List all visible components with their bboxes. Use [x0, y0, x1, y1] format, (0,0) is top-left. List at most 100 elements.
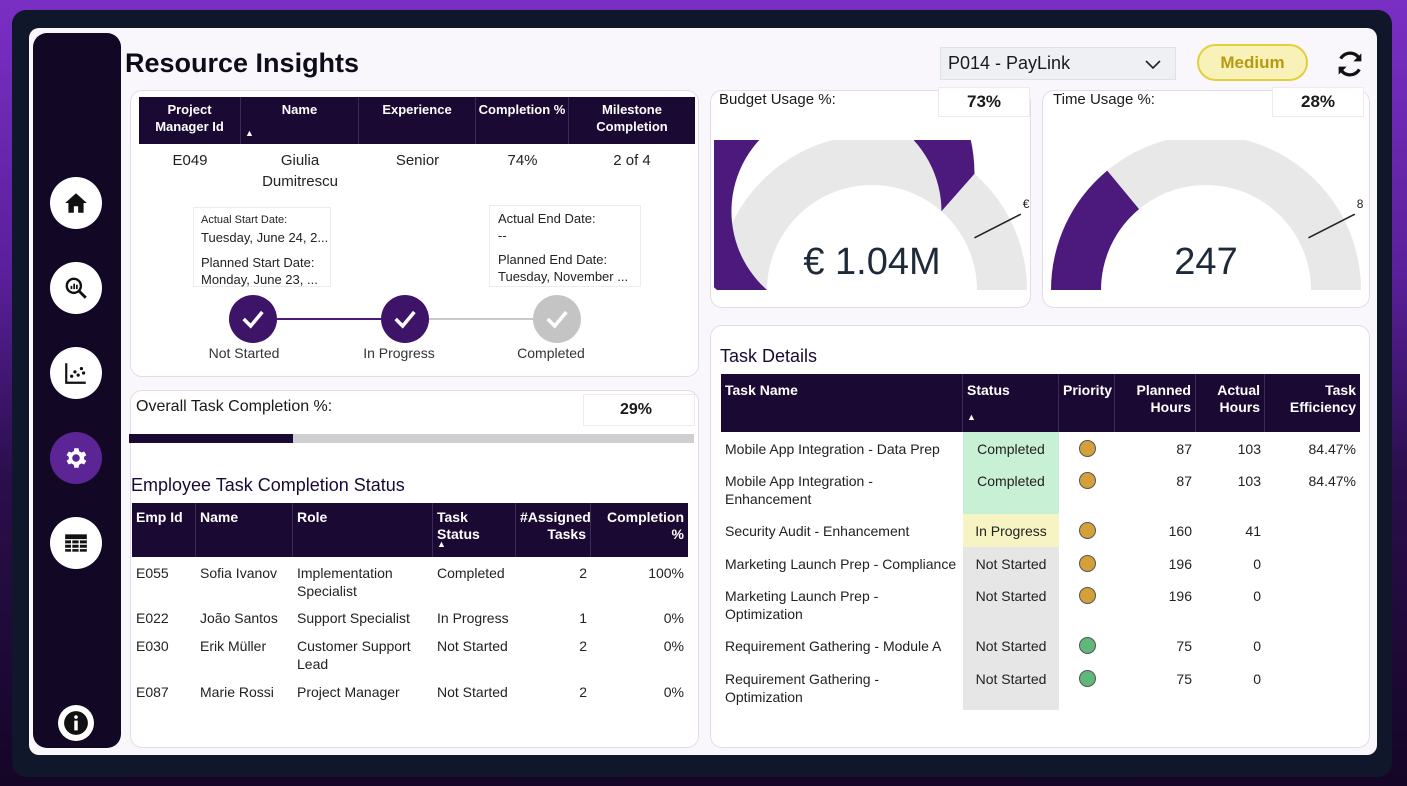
time-usage-percent: 28%	[1272, 87, 1364, 117]
task-cell-actual: 103	[1237, 473, 1261, 489]
task-cell-efficiency	[1265, 629, 1360, 662]
pm-cell-experience: Senior	[395, 152, 440, 169]
emp-header-status[interactable]: Task Status ▲	[433, 503, 516, 557]
priority-badge: Medium	[1197, 44, 1308, 81]
table-row[interactable]: E055 Sofia Ivanov Implementation Specialis…	[132, 557, 688, 602]
table-icon	[65, 534, 87, 552]
priority-indicator-icon	[1079, 587, 1096, 604]
task-header-priority[interactable]: Priority	[1059, 374, 1115, 432]
pm-header-experience[interactable]: Experience	[359, 97, 476, 144]
emp-cell-name: Marie Rossi	[200, 684, 274, 700]
emp-header-id[interactable]: Emp Id	[132, 503, 196, 557]
task-cell-actual: 0	[1253, 588, 1261, 604]
task-completion-card	[130, 390, 699, 748]
nav-search-button[interactable]	[50, 262, 102, 314]
emp-header-name[interactable]: Name	[196, 503, 293, 557]
planned-start-value: Monday, June 23, ...	[201, 272, 318, 287]
task-cell-efficiency: 84.47%	[1308, 441, 1356, 457]
budget-gauge-value: € 1.04M	[803, 241, 940, 283]
emp-cell-status: Completed	[437, 565, 505, 581]
nav-home-button[interactable]	[50, 177, 102, 229]
table-row[interactable]: Requirement Gathering - Optimization Not …	[721, 662, 1360, 710]
task-cell-actual: 41	[1245, 523, 1261, 539]
task-header-efficiency[interactable]: Task Efficiency	[1289, 382, 1356, 415]
task-cell-actual: 0	[1253, 671, 1261, 687]
info-icon	[64, 711, 88, 735]
overall-completion-value: 29%	[583, 394, 695, 426]
pm-header-completion[interactable]: Completion %	[476, 97, 569, 144]
task-header-name[interactable]: Task Name	[721, 374, 963, 432]
project-manager-table: Project Manager Id Name ▲ Experience Comp…	[139, 97, 695, 192]
table-row[interactable]: E022 João Santos Support Specialist In Prog…	[132, 602, 688, 630]
task-cell-planned: 75	[1176, 671, 1192, 687]
pm-cell-id: E049	[172, 152, 208, 169]
budget-usage-percent: 73%	[938, 87, 1030, 117]
emp-cell-role: Implementation Specialist	[297, 565, 393, 599]
emp-cell-id: E030	[136, 638, 169, 654]
priority-indicator-icon	[1079, 670, 1096, 687]
task-cell-name: Requirement Gathering - Module A	[725, 638, 942, 654]
task-cell-planned: 196	[1168, 588, 1192, 604]
task-cell-status: Not Started	[963, 629, 1059, 662]
emp-cell-completion: 0%	[663, 684, 684, 700]
task-cell-priority	[1059, 432, 1115, 464]
milestone-connector	[429, 318, 533, 320]
scatter-chart-icon	[65, 363, 86, 384]
table-row[interactable]: Mobile App Integration - Enhancement Comp…	[721, 464, 1360, 514]
task-table-body: Mobile App Integration - Data Prep Comple…	[721, 432, 1360, 710]
table-row[interactable]: E030 Erik Müller Customer Support Lead Not …	[132, 630, 688, 676]
end-dates-box: Actual End Date: -- Planned End Date: Tu…	[489, 205, 641, 287]
task-table-header: Task Name Status ▲ Priority Planned Hours…	[721, 374, 1360, 432]
table-row[interactable]: E087 Marie Rossi Project Manager Not Starte…	[132, 676, 688, 704]
task-cell-status: Completed	[963, 464, 1059, 514]
table-row[interactable]: Marketing Launch Prep - Compliance Not St…	[721, 547, 1360, 579]
sort-ascending-icon: ▲	[437, 539, 446, 549]
table-row[interactable]: Marketing Launch Prep - Optimization Not …	[721, 579, 1360, 629]
emp-header-role[interactable]: Role	[293, 503, 433, 557]
search-analytics-icon	[65, 277, 87, 299]
table-row[interactable]: Mobile App Integration - Data Prep Comple…	[721, 432, 1360, 464]
employee-table-body: E055 Sofia Ivanov Implementation Specialis…	[132, 557, 688, 704]
sort-ascending-icon: ▲	[967, 412, 976, 422]
info-button[interactable]	[58, 705, 94, 741]
task-section-title: Task Details	[720, 346, 818, 366]
task-header-planned[interactable]: Planned Hours	[1115, 374, 1196, 432]
nav-table-button[interactable]	[50, 517, 102, 569]
task-header-actual[interactable]: Actual Hours	[1196, 374, 1265, 432]
refresh-icon[interactable]	[1334, 48, 1366, 80]
nav-scatter-button[interactable]	[50, 347, 102, 399]
emp-cell-name: João Santos	[200, 610, 278, 626]
pm-header-id[interactable]: Project Manager Id	[139, 97, 241, 144]
emp-cell-role: Project Manager	[297, 684, 400, 700]
budget-gauge-target-label: € 1.44M	[1023, 197, 1030, 211]
sort-ascending-icon: ▲	[245, 128, 254, 138]
pm-cell-completion: 74%	[507, 152, 538, 169]
nav-settings-button[interactable]	[50, 432, 102, 484]
pm-header-name-label: Name	[281, 102, 318, 117]
task-cell-priority	[1059, 464, 1115, 514]
task-cell-efficiency	[1265, 514, 1360, 547]
home-icon	[65, 193, 87, 213]
task-cell-planned: 160	[1168, 523, 1192, 539]
milestone-step-2	[381, 295, 429, 343]
emp-header-completion[interactable]: Completion %	[607, 509, 684, 542]
project-dropdown[interactable]: P014 - PayLink	[940, 47, 1176, 80]
table-row[interactable]: Security Audit - Enhancement In Progress 1…	[721, 514, 1360, 547]
task-cell-actual: 0	[1253, 638, 1261, 654]
pm-cell-name: Giulia Dumitrescu	[262, 152, 338, 190]
emp-cell-status: Not Started	[437, 638, 508, 654]
task-cell-planned: 75	[1176, 638, 1192, 654]
pm-header-name[interactable]: Name ▲	[241, 97, 359, 144]
table-row[interactable]: Requirement Gathering - Module A Not Star…	[721, 629, 1360, 662]
pm-header-milestone[interactable]: Milestone Completion	[596, 102, 668, 134]
task-cell-name: Mobile App Integration - Enhancement	[725, 473, 873, 507]
check-icon	[394, 310, 416, 329]
priority-indicator-icon	[1079, 472, 1096, 489]
overall-completion-title: Overall Task Completion %:	[136, 398, 333, 415]
task-cell-planned: 196	[1168, 556, 1192, 572]
emp-header-assigned[interactable]: #Assigned Tasks	[516, 503, 591, 557]
task-cell-planned: 87	[1176, 441, 1192, 457]
task-header-status[interactable]: Status ▲	[963, 374, 1059, 432]
time-usage-title: Time Usage %:	[1053, 91, 1155, 108]
emp-cell-id: E055	[136, 565, 169, 581]
